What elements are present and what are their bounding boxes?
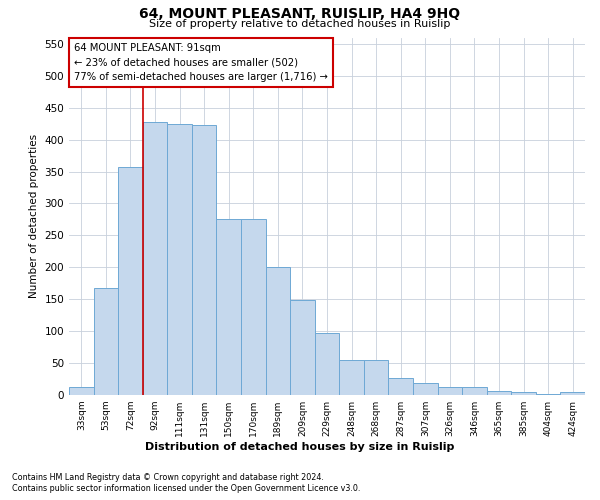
Bar bbox=[487, 391, 511, 395]
Bar bbox=[462, 388, 487, 395]
Text: 64, MOUNT PLEASANT, RUISLIP, HA4 9HQ: 64, MOUNT PLEASANT, RUISLIP, HA4 9HQ bbox=[139, 8, 461, 22]
Text: Contains HM Land Registry data © Crown copyright and database right 2024.: Contains HM Land Registry data © Crown c… bbox=[12, 472, 324, 482]
Bar bbox=[437, 388, 462, 395]
Bar bbox=[241, 220, 266, 395]
Text: 64 MOUNT PLEASANT: 91sqm
← 23% of detached houses are smaller (502)
77% of semi-: 64 MOUNT PLEASANT: 91sqm ← 23% of detach… bbox=[74, 43, 328, 82]
Bar bbox=[94, 288, 118, 395]
Bar bbox=[217, 220, 241, 395]
Bar bbox=[69, 388, 94, 395]
Bar bbox=[290, 300, 315, 395]
Bar bbox=[192, 125, 217, 395]
Bar bbox=[167, 124, 192, 395]
Bar bbox=[118, 167, 143, 395]
Bar bbox=[266, 268, 290, 395]
Text: Distribution of detached houses by size in Ruislip: Distribution of detached houses by size … bbox=[145, 442, 455, 452]
Y-axis label: Number of detached properties: Number of detached properties bbox=[29, 134, 39, 298]
Text: Contains public sector information licensed under the Open Government Licence v3: Contains public sector information licen… bbox=[12, 484, 361, 493]
Bar bbox=[364, 360, 388, 395]
Bar bbox=[315, 333, 339, 395]
Bar bbox=[536, 394, 560, 395]
Bar bbox=[143, 122, 167, 395]
Bar bbox=[413, 383, 437, 395]
Bar bbox=[560, 392, 585, 395]
Bar bbox=[339, 360, 364, 395]
Bar bbox=[511, 392, 536, 395]
Bar bbox=[388, 378, 413, 395]
Text: Size of property relative to detached houses in Ruislip: Size of property relative to detached ho… bbox=[149, 19, 451, 29]
